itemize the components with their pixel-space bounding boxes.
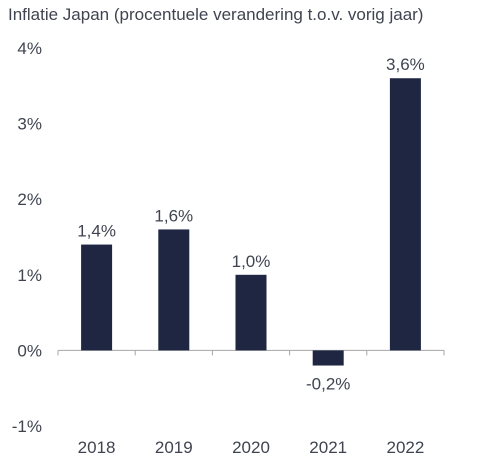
data-label-2021: -0,2% [306, 375, 350, 394]
y-axis: 4% 3% 2% 1% 0% -1% [12, 39, 42, 436]
x-tick-label: 2019 [155, 438, 193, 457]
data-label-2020: 1,0% [232, 252, 271, 271]
bar-2021 [312, 350, 344, 366]
bar-2019 [158, 229, 190, 351]
x-axis: 2018 2019 2020 2021 2022 [57, 349, 445, 457]
x-tick-label: 2018 [78, 438, 116, 457]
y-tick-label: 3% [17, 115, 42, 134]
y-tick-label: 2% [17, 190, 42, 209]
data-label-2022: 3,6% [386, 55, 425, 74]
bars [81, 78, 421, 366]
y-tick-label: 0% [17, 341, 42, 360]
data-label-2019: 1,6% [154, 206, 193, 225]
data-label-2018: 1,4% [77, 222, 116, 241]
y-tick-label: 1% [17, 266, 42, 285]
bar-2018 [81, 244, 113, 351]
chart-title: Inflatie Japan (procentuele verandering … [8, 5, 424, 24]
bar-2022 [389, 78, 421, 351]
x-tick-label: 2020 [232, 438, 270, 457]
data-labels: 1,4% 1,6% 1,0% -0,2% 3,6% [77, 55, 425, 393]
x-tick-label: 2021 [309, 438, 347, 457]
y-tick-label: -1% [12, 417, 42, 436]
y-tick-label: 4% [17, 39, 42, 58]
bar-2020 [235, 274, 267, 351]
x-tick-label: 2022 [386, 438, 424, 457]
